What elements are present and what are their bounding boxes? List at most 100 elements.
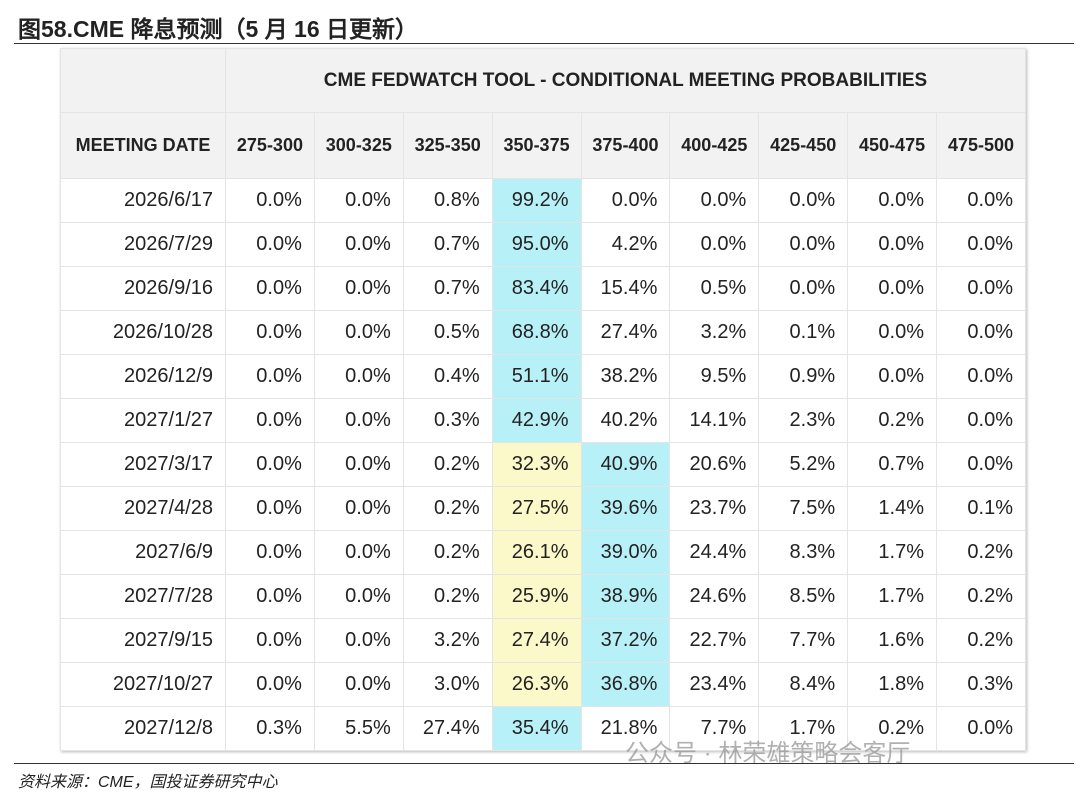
meeting-date: 2027/1/27 [60,398,226,443]
probability-cell: 0.0% [936,266,1026,311]
probability-cell: 0.0% [580,178,671,223]
probability-cell: 27.4% [580,310,671,355]
meeting-date: 2026/7/29 [60,222,226,267]
probability-cell: 0.0% [936,706,1026,751]
figure-title: 图58.CME 降息预测（5 月 16 日更新） [18,16,419,42]
probability-cell: 0.0% [225,266,315,311]
column-header: 425-450 [758,112,849,179]
probability-cell: 1.4% [847,486,937,531]
probability-cell: 0.0% [225,486,315,531]
probability-cell: 0.0% [936,178,1026,223]
meeting-date: 2026/6/17 [60,178,226,223]
probability-cell: 0.2% [402,442,493,487]
meeting-date: 2026/10/28 [60,310,226,355]
probability-cell: 0.0% [225,354,315,399]
probability-cell: 0.0% [936,398,1026,443]
probability-cell: 2.3% [758,398,849,443]
probability-cell: 0.2% [936,530,1026,575]
corner-cell [60,48,226,113]
probability-cell: 0.0% [313,442,404,487]
probability-cell: 68.8% [491,310,582,355]
probability-cell: 1.8% [847,662,937,707]
probability-cell: 0.2% [936,618,1026,663]
column-header: 375-400 [580,112,671,179]
column-header: 400-425 [669,112,760,179]
table-title: CME FEDWATCH TOOL - CONDITIONAL MEETING … [225,48,1026,113]
probability-cell: 0.0% [936,354,1026,399]
probability-cell: 0.0% [225,178,315,223]
probability-cell: 27.4% [491,618,582,663]
probability-cell: 3.0% [402,662,493,707]
data-row: 2027/6/9 0.0% 0.0% 0.2% 26.1% 39.0% 24.4% 8.3% 1… [60,530,1026,575]
probability-cell: 0.0% [313,266,404,311]
probability-cell: 25.9% [491,574,582,619]
probability-cell: 0.5% [669,266,760,311]
probability-cell: 0.0% [847,178,937,223]
probability-cell: 40.2% [580,398,671,443]
probability-cell: 0.0% [758,222,849,267]
probability-cell: 0.0% [313,618,404,663]
probability-cell: 0.3% [402,398,493,443]
probability-cell: 0.0% [758,266,849,311]
probability-cell: 0.0% [847,266,937,311]
probability-cell: 23.4% [669,662,760,707]
probability-cell: 0.2% [936,574,1026,619]
probability-cell: 0.8% [402,178,493,223]
probability-cell: 9.5% [669,354,760,399]
probability-cell: 7.7% [669,706,760,751]
probability-cell: 37.2% [580,618,671,663]
probability-cell: 0.0% [225,530,315,575]
probability-cell: 0.1% [936,486,1026,531]
meeting-date: 2027/4/28 [60,486,226,531]
header-row: MEETING DATE 275-300 300-325 325-350 350-375… [60,112,1026,179]
data-row: 2026/6/17 0.0% 0.0% 0.8% 99.2% 0.0% 0.0% 0.0% 0.… [60,178,1026,223]
probability-cell: 0.0% [225,662,315,707]
probability-cell: 1.7% [847,530,937,575]
probability-cell: 3.2% [402,618,493,663]
probability-cell: 0.2% [402,574,493,619]
probability-cell: 27.5% [491,486,582,531]
rule [14,43,1074,44]
probability-cell: 83.4% [491,266,582,311]
data-row: 2027/3/17 0.0% 0.0% 0.2% 32.3% 40.9% 20.6% 5.2%… [60,442,1026,487]
probability-cell: 14.1% [669,398,760,443]
probability-cell: 0.0% [313,662,404,707]
probability-table: CME FEDWATCH TOOL - CONDITIONAL MEETING … [60,48,1026,751]
probability-cell: 39.0% [580,530,671,575]
meeting-date: 2027/12/8 [60,706,226,751]
probability-cell: 23.7% [669,486,760,531]
probability-cell: 0.0% [669,178,760,223]
data-row: 2026/9/16 0.0% 0.0% 0.7% 83.4% 15.4% 0.5% 0.0% 0… [60,266,1026,311]
column-header: 450-475 [847,112,937,179]
probability-cell: 0.7% [402,222,493,267]
data-row: 2026/7/29 0.0% 0.0% 0.7% 95.0% 4.2% 0.0% 0.0% 0.… [60,222,1026,267]
probability-cell: 38.9% [580,574,671,619]
probability-cell: 27.4% [402,706,493,751]
probability-cell: 0.0% [847,310,937,355]
probability-cell: 8.4% [758,662,849,707]
probability-cell: 0.0% [847,222,937,267]
probability-cell: 0.0% [758,178,849,223]
probability-cell: 51.1% [491,354,582,399]
probability-cell: 0.0% [225,222,315,267]
column-header: 275-300 [225,112,315,179]
probability-cell: 0.2% [402,486,493,531]
meeting-date: 2026/9/16 [60,266,226,311]
probability-cell: 24.6% [669,574,760,619]
column-header: 475-500 [936,112,1026,179]
probability-cell: 42.9% [491,398,582,443]
meeting-date: 2027/7/28 [60,574,226,619]
probability-cell: 24.4% [669,530,760,575]
probability-cell: 3.2% [669,310,760,355]
meeting-date: 2027/9/15 [60,618,226,663]
probability-cell: 38.2% [580,354,671,399]
probability-cell: 0.9% [758,354,849,399]
data-row: 2027/7/28 0.0% 0.0% 0.2% 25.9% 38.9% 24.6% 8.5%… [60,574,1026,619]
column-header: 350-375 [491,112,582,179]
probability-cell: 0.2% [847,398,937,443]
data-row: 2027/1/27 0.0% 0.0% 0.3% 42.9% 40.2% 14.1% 2.3%… [60,398,1026,443]
probability-cell: 0.3% [936,662,1026,707]
probability-cell: 0.0% [313,310,404,355]
probability-cell: 0.0% [936,442,1026,487]
